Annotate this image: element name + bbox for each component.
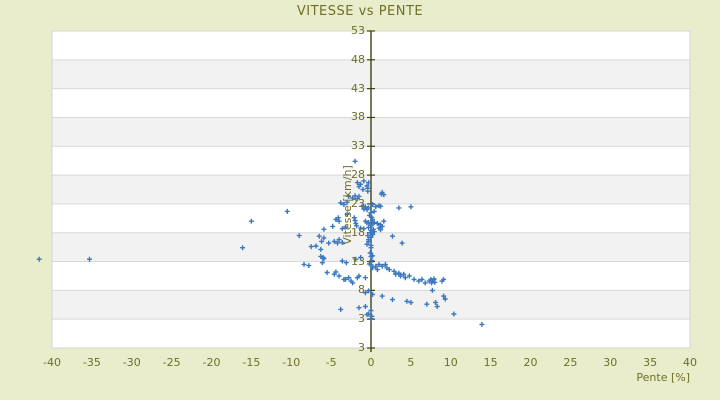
y-tick-label: 43 bbox=[351, 81, 365, 95]
x-tick-label: -20 bbox=[202, 356, 221, 369]
x-tick-label: -40 bbox=[43, 356, 61, 369]
x-tick-label: 25 bbox=[563, 356, 578, 369]
y-tick-label: 28 bbox=[351, 168, 365, 182]
y-tick-label: 38 bbox=[351, 110, 365, 124]
x-tick-label: -5 bbox=[325, 356, 337, 369]
y-tick-label: 48 bbox=[351, 52, 365, 66]
y-tick-label: 18 bbox=[351, 225, 365, 239]
chart-title: VITESSE vs PENTE bbox=[296, 4, 424, 19]
x-tick-label: -15 bbox=[242, 356, 261, 369]
x-tick-label: 10 bbox=[443, 356, 458, 369]
y-tick-label: 53 bbox=[351, 24, 365, 37]
y-tick-label: 33 bbox=[351, 139, 365, 153]
x-tick-label: 15 bbox=[483, 356, 498, 369]
x-tick-label: -10 bbox=[282, 356, 301, 369]
scatter-series bbox=[36, 158, 485, 327]
x-tick-label: 0 bbox=[367, 356, 375, 369]
x-tick-label: 35 bbox=[643, 356, 658, 369]
y-tick-label: 8 bbox=[358, 283, 365, 297]
y-tick-label: 13 bbox=[351, 254, 365, 268]
x-tick-label: -35 bbox=[82, 356, 101, 369]
x-tick-label: 30 bbox=[603, 356, 618, 369]
y-tick-label: 23 bbox=[351, 196, 365, 210]
x-tick-label: 5 bbox=[407, 356, 415, 369]
x-tick-label: -30 bbox=[122, 356, 141, 369]
y-tick-label: 3 bbox=[358, 312, 365, 326]
x-axis-title: Pente [%] bbox=[636, 371, 690, 384]
x-tick-label: -25 bbox=[162, 356, 181, 369]
y-axis-title: Vitesse [km/h] bbox=[341, 165, 354, 245]
y-tick-label: 3 bbox=[358, 341, 365, 354]
x-tick-label: 40 bbox=[683, 356, 697, 369]
x-tick-label: 20 bbox=[523, 356, 538, 369]
